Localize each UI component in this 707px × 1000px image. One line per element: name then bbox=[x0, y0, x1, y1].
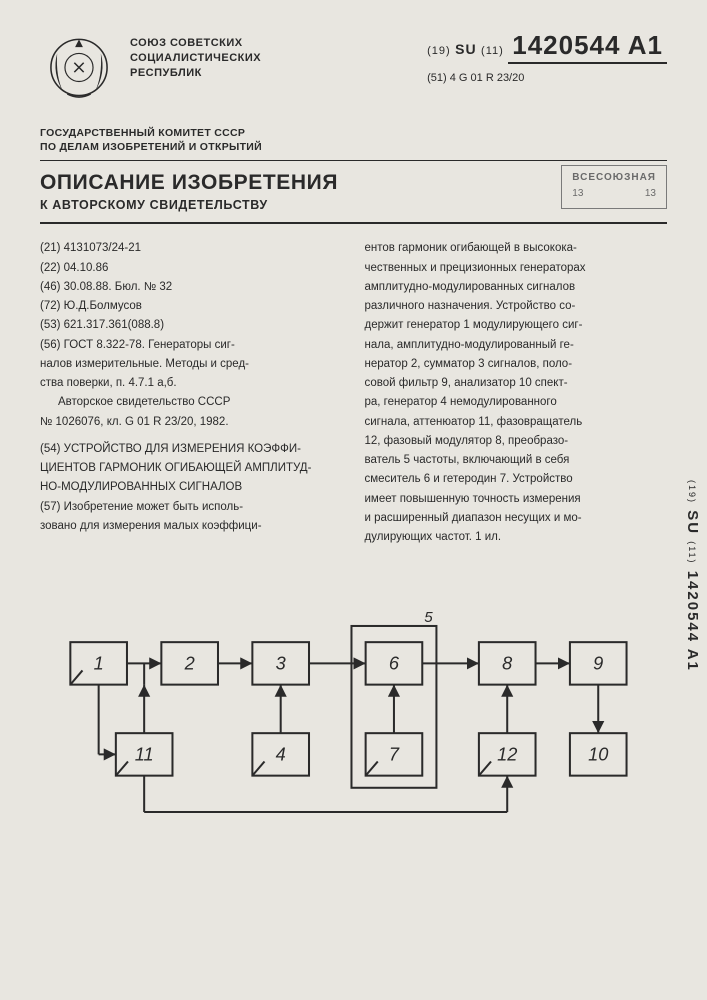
abstract-line: держит генератор 1 модулирующего сиг- bbox=[365, 317, 668, 334]
abstract-line: различного назначения. Устройство со- bbox=[365, 298, 668, 315]
pub-number: 1420544 A1 bbox=[508, 30, 667, 64]
abstract-line: дулирующих частот. 1 ил. bbox=[365, 529, 668, 546]
abstract-line: и расширенный диапазон несущих и мо- bbox=[365, 510, 668, 527]
svg-text:11: 11 bbox=[135, 745, 154, 765]
svg-text:5: 5 bbox=[424, 609, 433, 626]
union-line: СОЦИАЛИСТИЧЕСКИХ bbox=[130, 51, 261, 66]
abstract-line: чественных и прецизионных генераторах bbox=[365, 260, 668, 277]
union-text: СОЮЗ СОВЕТСКИХ СОЦИАЛИСТИЧЕСКИХ РЕСПУБЛИ… bbox=[130, 30, 261, 81]
field-56: № 1026076, кл. G 01 R 23/20, 1982. bbox=[40, 414, 343, 431]
svg-text:1: 1 bbox=[94, 654, 104, 674]
divider-thick bbox=[40, 222, 667, 224]
field-54: НО-МОДУЛИРОВАННЫХ СИГНАЛОВ bbox=[40, 479, 343, 496]
union-line: РЕСПУБЛИК bbox=[130, 66, 261, 81]
pub-sub: (11) bbox=[481, 45, 504, 57]
right-column: ентов гармоник огибающей в высокока- чес… bbox=[365, 240, 668, 548]
side-publication-code: (19) SU (11) 1420544 A1 bbox=[684, 480, 701, 672]
abstract-line: сигнала, аттенюатор 11, фазовращатель bbox=[365, 414, 668, 431]
field-57: (57) Изобретение может быть исполь- bbox=[40, 499, 343, 516]
left-column: (21) 4131073/24-21 (22) 04.10.86 (46) 30… bbox=[40, 240, 343, 548]
field-21: (21) 4131073/24-21 bbox=[40, 240, 343, 257]
field-56: налов измерительные. Методы и сред- bbox=[40, 356, 343, 373]
committee-text: ГОСУДАРСТВЕННЫЙ КОМИТЕТ СССР ПО ДЕЛАМ ИЗ… bbox=[40, 126, 667, 154]
abstract-line: имеет повышенную точность измерения bbox=[365, 491, 668, 508]
field-22: (22) 04.10.86 bbox=[40, 260, 343, 277]
field-54: ЦИЕНТОВ ГАРМОНИК ОГИБАЮЩЕЙ АМПЛИТУД- bbox=[40, 460, 343, 477]
body-columns: (21) 4131073/24-21 (22) 04.10.86 (46) 30… bbox=[40, 240, 667, 548]
abstract-line: 12, фазовый модулятор 8, преобразо- bbox=[365, 433, 668, 450]
abstract-line: смеситель 6 и гетеродин 7. Устройство bbox=[365, 471, 668, 488]
svg-text:2: 2 bbox=[184, 654, 195, 674]
field-72: (72) Ю.Д.Болмусов bbox=[40, 298, 343, 315]
abstract-line: нератор 2, сумматор 3 сигналов, поло- bbox=[365, 356, 668, 373]
svg-text:12: 12 bbox=[497, 745, 517, 765]
committee-line: ГОСУДАРСТВЕННЫЙ КОМИТЕТ СССР bbox=[40, 126, 667, 140]
field-56: (56) ГОСТ 8.322-78. Генераторы сиг- bbox=[40, 337, 343, 354]
svg-text:8: 8 bbox=[502, 654, 513, 674]
abstract-line: амплитудно-модулированных сигналов bbox=[365, 279, 668, 296]
stamp-num: 13 bbox=[572, 186, 583, 202]
field-56: ства поверки, п. 4.7.1 а,б. bbox=[40, 375, 343, 392]
field-56: Авторское свидетельство СССР bbox=[40, 394, 343, 411]
field-46: (46) 30.08.88. Бюл. № 32 bbox=[40, 279, 343, 296]
svg-text:10: 10 bbox=[588, 745, 608, 765]
library-stamp: ВСЕСОЮЗНАЯ 13 13 bbox=[561, 165, 667, 209]
field-57: зовано для измерения малых коэффици- bbox=[40, 518, 343, 535]
block-diagram: 512368911471210 bbox=[40, 588, 667, 848]
svg-text:6: 6 bbox=[389, 654, 400, 674]
abstract-line: совой фильтр 9, анализатор 10 спект- bbox=[365, 375, 668, 392]
classification: (51) 4 G 01 R 23/20 bbox=[427, 72, 667, 84]
ussr-emblem bbox=[40, 30, 118, 108]
title-block: ВСЕСОЮЗНАЯ 13 13 ОПИСАНИЕ ИЗОБРЕТЕНИЯ К … bbox=[40, 171, 667, 212]
stamp-num: 13 bbox=[645, 186, 656, 202]
svg-text:4: 4 bbox=[276, 745, 286, 765]
union-line: СОЮЗ СОВЕТСКИХ bbox=[130, 36, 261, 51]
stamp-label: ВСЕСОЮЗНАЯ bbox=[572, 170, 656, 186]
abstract-line: ватель 5 частоты, включающий в себя bbox=[365, 452, 668, 469]
pub-prefix: (19) bbox=[427, 45, 451, 57]
abstract-line: нала, амплитудно-модулированный ге- bbox=[365, 337, 668, 354]
publication-number-box: (19) SU (11) 1420544 A1 (51) 4 G 01 R 23… bbox=[427, 30, 667, 84]
field-53: (53) 621.317.361(088.8) bbox=[40, 317, 343, 334]
pub-country: SU bbox=[455, 41, 476, 57]
committee-line: ПО ДЕЛАМ ИЗОБРЕТЕНИЙ И ОТКРЫТИЙ bbox=[40, 140, 667, 154]
abstract-line: ентов гармоник огибающей в высокока- bbox=[365, 240, 668, 257]
divider bbox=[40, 160, 667, 161]
header-row: СОЮЗ СОВЕТСКИХ СОЦИАЛИСТИЧЕСКИХ РЕСПУБЛИ… bbox=[40, 30, 667, 108]
svg-text:3: 3 bbox=[276, 654, 286, 674]
field-54: (54) УСТРОЙСТВО ДЛЯ ИЗМЕРЕНИЯ КОЭФФИ- bbox=[40, 441, 343, 458]
svg-text:9: 9 bbox=[593, 654, 603, 674]
svg-text:7: 7 bbox=[389, 745, 400, 765]
abstract-line: ра, генератор 4 немодулированного bbox=[365, 394, 668, 411]
